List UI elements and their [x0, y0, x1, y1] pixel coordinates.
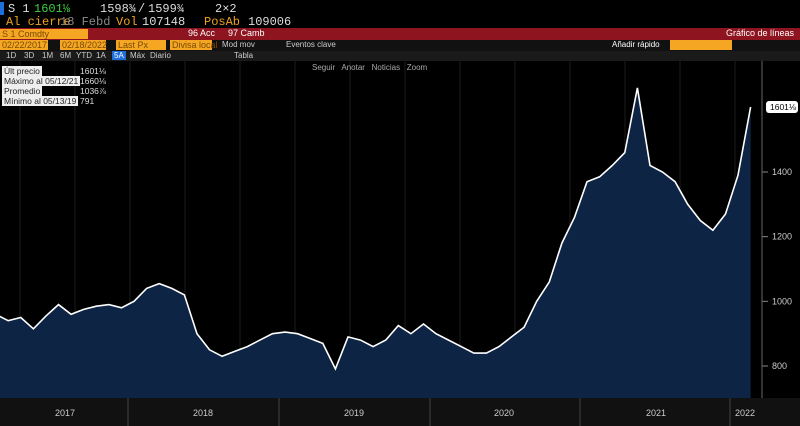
period-max[interactable]: Máx: [130, 51, 146, 60]
legend-last: Últ precio 1601⅛: [2, 66, 106, 76]
mod-toggle[interactable]: Mod mov: [222, 40, 255, 49]
period-1a[interactable]: 1A: [96, 51, 106, 60]
change-menu[interactable]: 97 Camb: [228, 28, 265, 38]
frequency-select[interactable]: Diario: [150, 51, 171, 60]
annotate-button[interactable]: Anotar: [341, 63, 365, 72]
x-axis-band: [0, 398, 800, 426]
quote-row: S 1 1601⅛ 1598¾ / 1599¾ 2×2: [0, 2, 800, 16]
x-tick-label: 2021: [646, 408, 666, 418]
x-tick-label: 2019: [344, 408, 364, 418]
vol-label: Vol: [116, 15, 138, 29]
close-row: Al cierre 18 Febd Vol 107148 PosAb 10900…: [0, 15, 800, 29]
last-price: 1601⅛: [34, 2, 71, 16]
x-tick-label: 2018: [193, 408, 213, 418]
bid: 1598¾: [100, 2, 137, 16]
period-5a[interactable]: 5A: [112, 51, 126, 60]
last-price-label: 1601⅛: [770, 102, 797, 112]
chart-type-label: Gráfico de líneas: [725, 28, 794, 38]
legend-label: Máximo al 05/12/21: [2, 76, 81, 86]
period-1m[interactable]: 1M: [42, 51, 54, 60]
legend-value: 791: [80, 96, 95, 106]
period-row: 1D 3D 1M 6M YTD 1A 5A Máx Diario Tabla: [0, 51, 800, 61]
currency-select[interactable]: Divisa local: [170, 40, 218, 50]
x-tick-label: 2022: [735, 408, 755, 418]
y-tick-label: 1400: [772, 167, 792, 177]
legend-label: Últ precio: [2, 66, 42, 76]
sep: /: [138, 2, 146, 16]
legend-max: Máximo al 05/12/21 1660⅛: [2, 76, 106, 86]
legend-min: Mínimo al 05/13/19 791: [2, 96, 94, 106]
follow-button[interactable]: Seguir: [312, 63, 336, 72]
events-toggle[interactable]: Eventos clave: [286, 40, 336, 49]
actions-menu[interactable]: 96 Acc: [188, 28, 216, 38]
period-ytd[interactable]: YTD: [76, 51, 92, 60]
ask: 1599¾: [148, 2, 185, 16]
oi-label: PosAb: [204, 15, 241, 29]
x-tick-label: 2017: [55, 408, 75, 418]
legend-label: Promedio: [2, 86, 43, 96]
legend-value: 1601⅛: [80, 66, 106, 76]
period-1d[interactable]: 1D: [6, 51, 17, 60]
end-date[interactable]: 02/18/2022: [60, 40, 108, 50]
zoom-button[interactable]: Zoom: [406, 63, 428, 72]
price-line: [0, 87, 752, 371]
last-price-tag: [766, 101, 798, 114]
oi: 109006: [248, 15, 292, 29]
quick-add-input[interactable]: [670, 40, 732, 50]
period-3d[interactable]: 3D: [24, 51, 35, 60]
news-button[interactable]: Noticias: [371, 63, 401, 72]
close-date: 18 Febd: [60, 15, 111, 29]
y-tick-label: 1200: [772, 232, 792, 242]
field-select[interactable]: Last Px: [116, 40, 166, 50]
start-date[interactable]: 02/22/2017: [0, 40, 48, 50]
legend: Últ precio 1601⅛ Máximo al 05/12/21 1660⅛ …: [2, 66, 106, 106]
legend-value: 1036⅞: [80, 86, 106, 96]
y-tick-label: 800: [772, 361, 787, 371]
vol: 107148: [142, 15, 186, 29]
x-tick-label: 2020: [494, 408, 514, 418]
y-tick-label: 1000: [772, 296, 792, 306]
legend-avg: Promedio 1036⅞: [2, 86, 106, 96]
quick-add-button[interactable]: Añadir rápido: [612, 40, 660, 49]
close-label: Al cierre: [6, 15, 71, 29]
price-area: [0, 87, 751, 398]
size: 2×2: [215, 2, 237, 16]
security-input[interactable]: S 1 Comdty: [0, 29, 88, 39]
period-6m[interactable]: 6M: [60, 51, 72, 60]
price-chart: 800 1000 1200 1400 1601⅛ 2017 2018 2019 2020 2021…: [0, 61, 800, 426]
legend-value: 1660⅛: [80, 76, 106, 86]
marker: [0, 2, 4, 15]
controls-row: 02/22/2017 02/18/2022 Last Px Divisa loc…: [0, 40, 800, 51]
legend-label: Mínimo al 05/13/19: [2, 96, 79, 106]
ticker: S 1: [8, 2, 30, 16]
table-button[interactable]: Tabla: [234, 51, 254, 60]
chart-tools: Seguir Anotar Noticias Zoom: [312, 63, 427, 72]
security-bar: S 1 Comdty 96 Acc 97 Camb Gráfico de lín…: [0, 28, 800, 40]
